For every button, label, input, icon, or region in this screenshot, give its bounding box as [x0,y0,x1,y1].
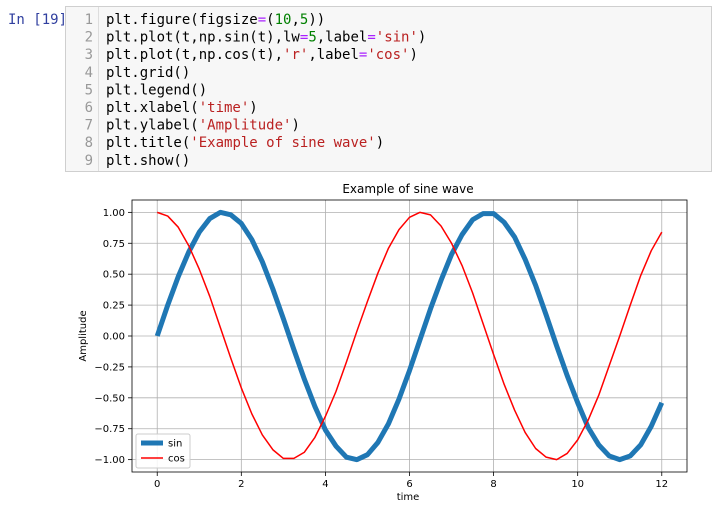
code-line: plt.figure(figsize=(10,5)) [106,12,325,28]
line-number: 2 [85,30,93,46]
code-token: ) [249,100,257,116]
code-token: 'r' [283,47,308,63]
code-token: plt.legend() [106,82,207,98]
code-token: ) [291,118,299,134]
code-token: plt.show() [106,153,190,169]
code-token: plt.grid() [106,65,190,81]
plot-frame [131,199,688,473]
y-tick-label: −0.50 [94,393,125,404]
x-tick-label: 4 [322,479,328,490]
y-tick-label: −1.00 [94,455,125,466]
code-line: plt.ylabel('Amplitude') [106,118,300,134]
code-token: ,label [317,30,368,46]
code-token: ) [409,47,417,63]
line-number: 6 [85,100,93,116]
y-tick-label: 0.50 [103,270,125,281]
code-token: )) [308,12,325,28]
line-number: 1 [85,12,93,28]
code-token: ,label [308,47,359,63]
code-line: plt.plot(t,np.cos(t),'r',label='cos') [106,47,418,63]
y-tick-label: 0.25 [103,301,125,312]
code-token: , [291,12,299,28]
code: 123456789plt.figure(figsize=(10,5))plt.p… [85,12,427,169]
legend-label: sin [168,439,182,450]
code-token: plt.plot(t,np.cos(t), [106,47,283,63]
y-tick-label: 1.00 [103,208,125,219]
code-token: 'Amplitude' [199,118,292,134]
code-token: plt.xlabel( [106,100,199,116]
y-axis-label: Amplitude [78,310,89,361]
cell-prompt: In [19]: [8,12,75,28]
code-token: 5 [300,12,308,28]
code-token: 'Example of sine wave' [190,135,375,151]
line-series [154,209,665,463]
code-token: = [258,12,266,28]
code-token: = [359,47,367,63]
code-token: 10 [275,12,292,28]
line-number: 7 [85,118,93,134]
code-token: ) [376,135,384,151]
code-token: = [300,30,308,46]
code-line: plt.grid() [106,65,190,81]
y-tick-label: 0.75 [103,239,125,250]
chart-title: Example of sine wave [342,182,473,196]
x-tick-label: 2 [238,479,244,490]
y-tick-label: −0.25 [94,362,125,373]
line-number: 9 [85,153,93,169]
line-number: 3 [85,47,93,63]
line-number: 4 [85,65,93,81]
line-number: 8 [85,135,93,151]
x-tick-label: 8 [490,479,496,490]
x-tick-label: 10 [571,479,584,490]
chart: 0 2 4 6 8 10 12 −1.00 −0.75 −0.50 −0.25 0.00 0.25 0.5… [94,199,688,490]
code-token: ( [266,12,274,28]
code-token: plt.figure(figsize [106,12,258,28]
y-tick-label: 0.00 [103,332,125,343]
x-tick-label: 0 [154,479,160,490]
line-series [156,211,663,461]
x-tick-label: 6 [406,479,412,490]
code-line: plt.show() [106,153,190,169]
code-line: plt.xlabel('time') [106,100,258,116]
x-tick-label: 12 [655,479,668,490]
code-token: 'time' [199,100,250,116]
legend-label: cos [168,454,185,465]
code-line: plt.legend() [106,82,207,98]
code-token: plt.plot(t,np.sin(t),lw [106,30,300,46]
code-token: 'sin' [376,30,418,46]
y-tick-label: −0.75 [94,424,125,435]
code-token: 5 [308,30,316,46]
code-token: = [367,30,375,46]
code-line: plt.title('Example of sine wave') [106,135,384,151]
x-axis-label: time [397,492,420,503]
code-token: ) [418,30,426,46]
line-number: 5 [85,82,93,98]
code-token: plt.ylabel( [106,118,199,134]
code-token: plt.title( [106,135,190,151]
code-line: plt.plot(t,np.sin(t),lw=5,label='sin') [106,30,426,46]
code-token: 'cos' [367,47,409,63]
